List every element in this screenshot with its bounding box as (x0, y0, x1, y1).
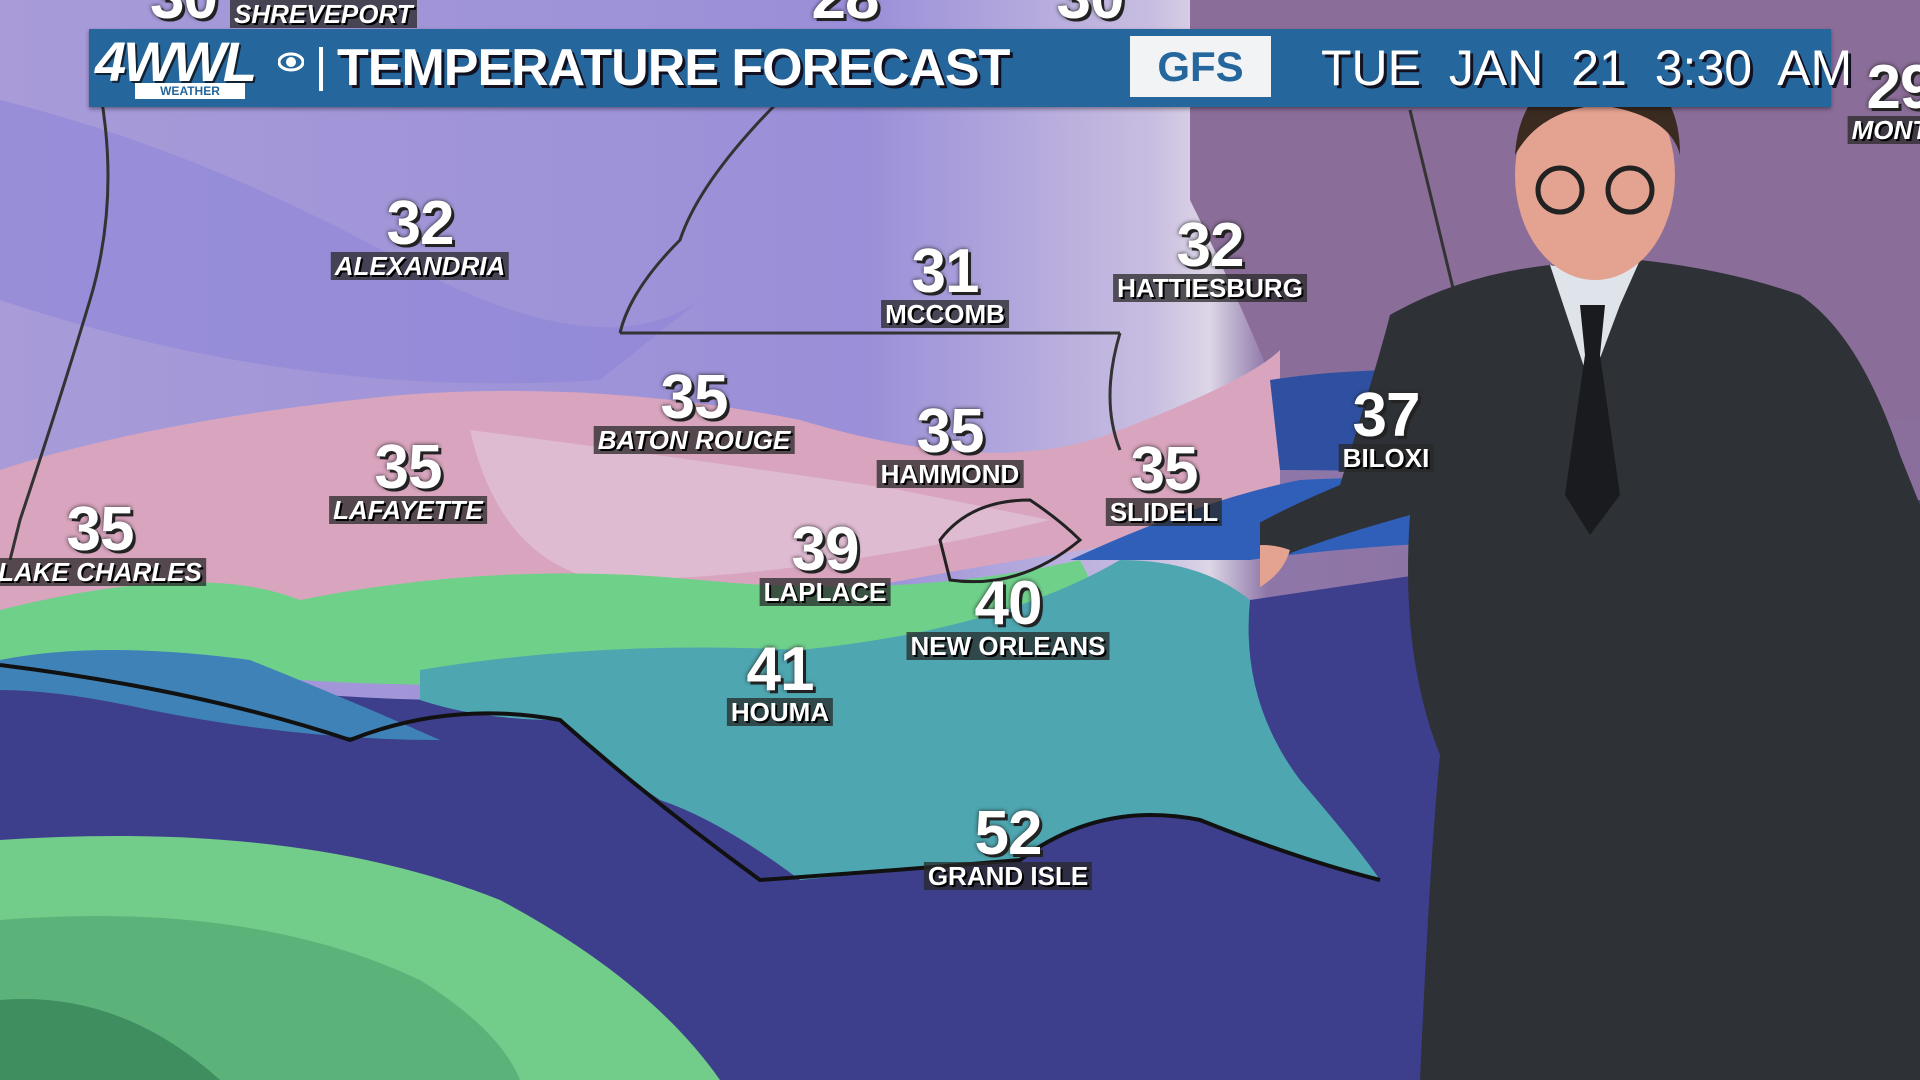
city-temp: 29 (1866, 53, 1920, 122)
city-new-orleans: 40 NEW ORLEANS (906, 569, 1110, 660)
city-alexandria: 32 ALEXANDRIA (330, 189, 510, 280)
city-temp: 35 (916, 397, 985, 466)
city-temp: 35 (374, 433, 443, 502)
city-temp: 35 (1130, 435, 1199, 504)
city-temp: 35 (66, 495, 135, 564)
city-lake-charles: 35 LAKE CHARLES (0, 495, 206, 586)
city-name: HOUMA (726, 698, 834, 726)
city-laplace: 39 LAPLACE (759, 515, 891, 606)
city-name: NEW ORLEANS (906, 632, 1110, 660)
city-temp: 30 (1057, 0, 1125, 29)
logo-subtext: WEATHER (135, 83, 245, 99)
city-hammond: 35 HAMMOND (876, 397, 1024, 488)
city-temp: 32 (386, 189, 455, 258)
presenter (1260, 65, 1920, 1080)
city-name: ALEXANDRIA (330, 252, 510, 280)
header-bar: 4WWL WEATHER TEMPERATURE FORECAST GFS TU… (89, 29, 1852, 107)
divider (319, 47, 323, 91)
city-name: HATTIESBURG (1113, 274, 1307, 302)
city-temp-30: 30 (1057, 0, 1125, 29)
city-hattiesburg: 32 HATTIESBURG (1113, 211, 1307, 302)
city-temp: 32 (1176, 211, 1245, 280)
forecast-datetime: TUE JAN 21 3:30 AM (1321, 40, 1853, 96)
logo-text: 4WWL (95, 30, 257, 93)
page-title: TEMPERATURE FORECAST (337, 39, 1010, 97)
city-grand-isle: 52 GRAND ISLE (923, 799, 1093, 890)
city-slidell: 35 SLIDELL (1105, 435, 1223, 526)
city-mccomb: 31 MCCOMB (881, 237, 1009, 328)
city-temp: 41 (746, 635, 815, 704)
city-name: BILOXI (1338, 444, 1434, 472)
station-logo: 4WWL WEATHER (95, 30, 305, 103)
city-temp-28: 28 (812, 0, 880, 29)
city-name: GRAND ISLE (923, 862, 1093, 890)
city-name: SLIDELL (1105, 498, 1223, 526)
city-temp: 28 (812, 0, 880, 29)
city-shreveport: 30 SHREVEPORT (150, 0, 417, 29)
city-name: HAMMOND (876, 460, 1024, 488)
city-temp: 40 (974, 569, 1043, 638)
city-name: LAFAYETTE (329, 496, 487, 524)
city-temp: 35 (660, 363, 729, 432)
city-biloxi: 37 BILOXI (1338, 381, 1434, 472)
city-lafayette: 35 LAFAYETTE (329, 433, 487, 524)
city-temp: 31 (911, 237, 980, 306)
city-temp: 39 (791, 515, 860, 584)
city-name: SHREVEPORT (230, 0, 417, 28)
city-temp: 30 (150, 0, 218, 29)
model-badge: GFS (1130, 36, 1271, 97)
city-name: LAPLACE (759, 578, 891, 606)
city-name: MONTG (1847, 116, 1920, 144)
city-baton-rouge: 35 BATON ROUGE (593, 363, 795, 454)
city-houma: 41 HOUMA (726, 635, 834, 726)
city-name: LAKE CHARLES (0, 558, 206, 586)
cbs-eye-icon (278, 52, 304, 72)
city-temp: 52 (974, 799, 1043, 868)
city-name: MCCOMB (881, 300, 1009, 328)
city-montgomery: 29MONTG (1847, 53, 1920, 144)
city-temp: 37 (1352, 381, 1421, 450)
city-name: BATON ROUGE (593, 426, 795, 454)
